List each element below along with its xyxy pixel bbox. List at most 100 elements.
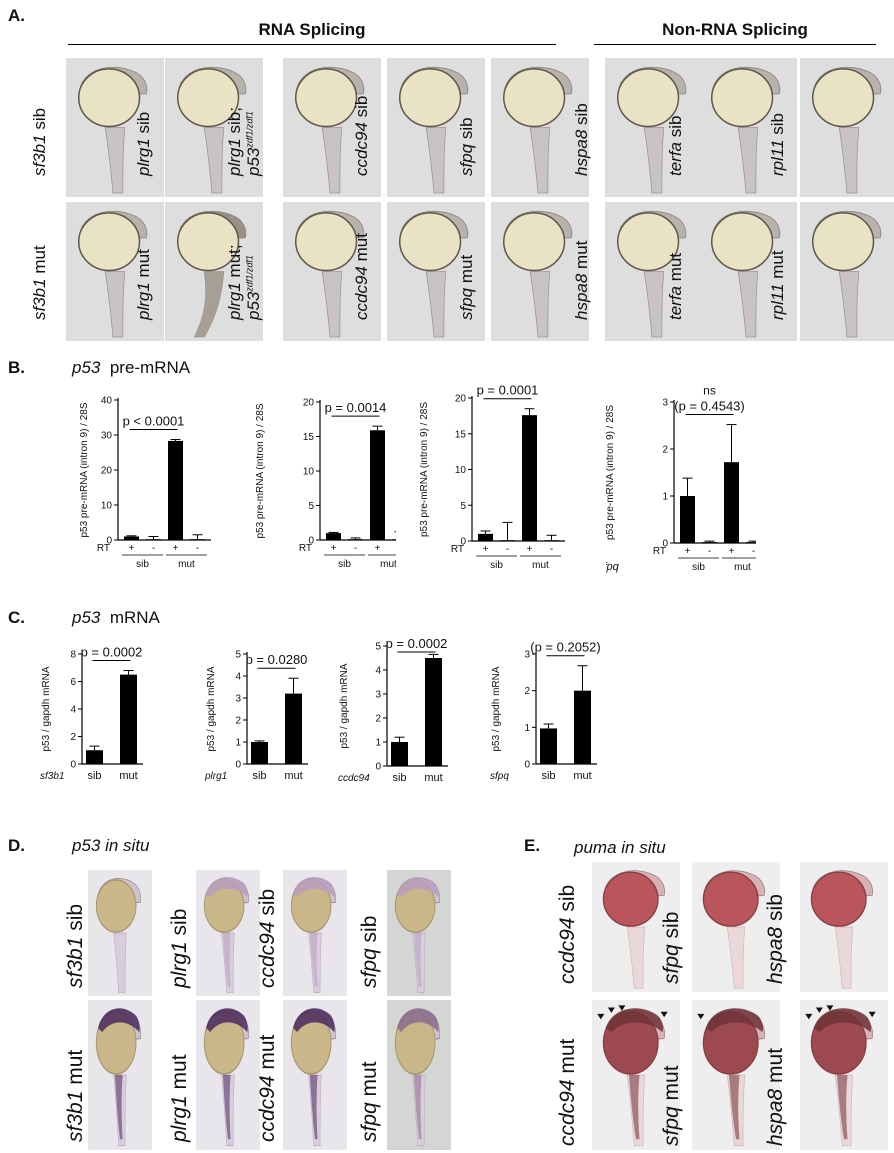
panel-c-letter: C. — [8, 608, 25, 627]
in-situ-embryo-image — [88, 1000, 152, 1150]
in-situ-genotype-label: ccdc94 mut — [556, 1038, 579, 1146]
p-value-label: (p = 0.4543) — [674, 399, 744, 414]
genotype-label: plrg1 sib; — [225, 107, 244, 176]
in-situ-embryo-image — [592, 1000, 680, 1150]
rt-mark: + — [375, 543, 381, 554]
genotype-label: ccdc94 mut — [352, 233, 371, 320]
bar-chart-b-plrg1: p53 pre-mRNA (intron 9) / 28S 0 5 10 15 20 p =… — [256, 378, 396, 578]
y-tick-label: 15 — [303, 432, 315, 443]
bar — [425, 658, 442, 766]
rt-mark: + — [729, 546, 735, 557]
y-axis-label: p53 / gapdh mRNA — [41, 666, 52, 751]
bar — [680, 496, 695, 543]
y-tick-label: 40 — [101, 396, 113, 407]
panel-c-title: p53 mRNA — [72, 608, 160, 627]
y-tick-label: 1 — [524, 723, 530, 734]
embryo-image — [283, 58, 381, 197]
gene-label: sf3b1 — [40, 771, 64, 782]
genotype-label: terfa mut — [666, 252, 685, 320]
embryo-image — [387, 202, 485, 341]
in-situ-genotype-label: sfpq mut — [358, 1061, 381, 1142]
bar — [251, 742, 268, 764]
group-label: mut — [734, 562, 751, 573]
p-value-label: (p = 0.2052) — [530, 640, 600, 655]
p-value-label: p = 0.0280 — [246, 652, 308, 667]
category-label: sib — [392, 772, 406, 784]
category-label: sib — [541, 770, 555, 782]
group-label: mut — [380, 559, 396, 570]
arrowhead-marker — [826, 1005, 834, 1011]
in-situ-genotype-label: sfpq sib — [358, 915, 381, 988]
in-situ-embryo-image — [592, 862, 680, 992]
y-tick-label: 3 — [235, 694, 241, 705]
arrowhead-marker — [805, 1013, 813, 1020]
bar — [391, 742, 408, 766]
rt-label: RT — [653, 546, 666, 557]
y-tick-label: 1 — [375, 738, 381, 749]
bar — [724, 462, 739, 543]
y-tick-label: 0 — [235, 760, 241, 771]
y-axis-label: p53 pre-mRNA (intron 9) / 28S — [256, 403, 266, 538]
genotype-label: plrg1 mut — [134, 249, 153, 320]
group-label: sib — [136, 559, 149, 570]
y-tick-label: 6 — [70, 677, 76, 688]
panel-e-letter: E. — [524, 836, 541, 855]
in-situ-genotype-label: sfpq sib — [660, 911, 683, 984]
category-label: mut — [573, 770, 591, 782]
genotype-label: sfpq sib — [457, 117, 476, 176]
arrowhead-marker — [618, 1005, 626, 1011]
bar — [86, 750, 103, 764]
genotype-label: sf3b1 sib — [30, 107, 49, 176]
gene-label: plrg1 — [205, 771, 227, 782]
y-axis-label: p53 pre-mRNA (intron 9) / 28S — [606, 405, 616, 540]
embryo-image — [491, 58, 589, 197]
rt-mark: - — [354, 543, 357, 554]
category-label: sib — [87, 770, 101, 782]
genotype-label: rpl11 mut — [768, 250, 787, 320]
genotype-label: sf3b1 mut — [30, 245, 49, 320]
p-value-label: p < 0.0001 — [123, 414, 185, 429]
genotype-label: sfpq mut — [457, 254, 476, 320]
y-tick-label: 10 — [455, 465, 467, 476]
in-situ-embryo-image — [196, 1000, 260, 1150]
embryo-image — [699, 58, 797, 197]
category-label: mut — [284, 770, 302, 782]
rt-mark: + — [527, 544, 533, 555]
arrowhead-marker — [607, 1007, 615, 1013]
bar-chart-c-sf3b1: p53 / gapdh mRNA 0 2 4 6 8 p = 0.0002 sib mut sf3… — [40, 636, 165, 811]
p-value-label: p = 0.0002 — [386, 636, 448, 651]
y-tick-label: 0 — [662, 539, 668, 550]
rt-label: RT — [299, 543, 312, 554]
y-tick-label: 3 — [662, 398, 668, 409]
panel-a-letter: A. — [8, 6, 25, 25]
genotype-label: hspa8 mut — [572, 240, 591, 320]
rna-splicing-header: RNA Splicing — [258, 20, 366, 39]
gene-label: sfpq — [490, 771, 509, 782]
genotype-label: ccdc94 sib — [352, 95, 371, 176]
bar-chart-b-sf3b1: p53 pre-mRNA (intron 9) / 28S 0 10 20 30 40 p … — [80, 378, 230, 578]
bar-chart-c-plrg1: p53 / gapdh mRNA 0 1 2 3 4 5 p = 0.0280 sib mut pl… — [205, 636, 325, 811]
in-situ-genotype-label: sfpq mut — [660, 1065, 683, 1146]
y-tick-label: 2 — [524, 686, 530, 697]
in-situ-embryo-image — [283, 1000, 347, 1150]
embryo-image — [800, 58, 894, 197]
y-tick-label: 2 — [235, 716, 241, 727]
in-situ-genotype-label: hspa8 sib — [764, 894, 787, 984]
in-situ-genotype-label: sf3b1 mut — [64, 1049, 87, 1142]
in-situ-embryo-image — [692, 1000, 780, 1150]
rt-mark: + — [685, 546, 691, 557]
category-label: sib — [252, 770, 266, 782]
embryo-image — [800, 202, 894, 341]
bar — [168, 440, 183, 540]
y-tick-label: 10 — [101, 501, 113, 512]
y-tick-label: 20 — [101, 466, 113, 477]
gene-label: ccdc94 — [338, 773, 370, 784]
arrowhead-marker — [868, 1011, 876, 1018]
y-tick-label: 4 — [375, 666, 381, 677]
y-tick-label: 8 — [70, 650, 76, 661]
y-tick-label: 4 — [235, 672, 241, 683]
genotype-label: terfa sib — [666, 115, 685, 177]
embryo-image — [66, 58, 164, 197]
y-axis-label: p53 pre-mRNA (intron 9) / 28S — [420, 402, 430, 537]
bar — [326, 533, 341, 540]
